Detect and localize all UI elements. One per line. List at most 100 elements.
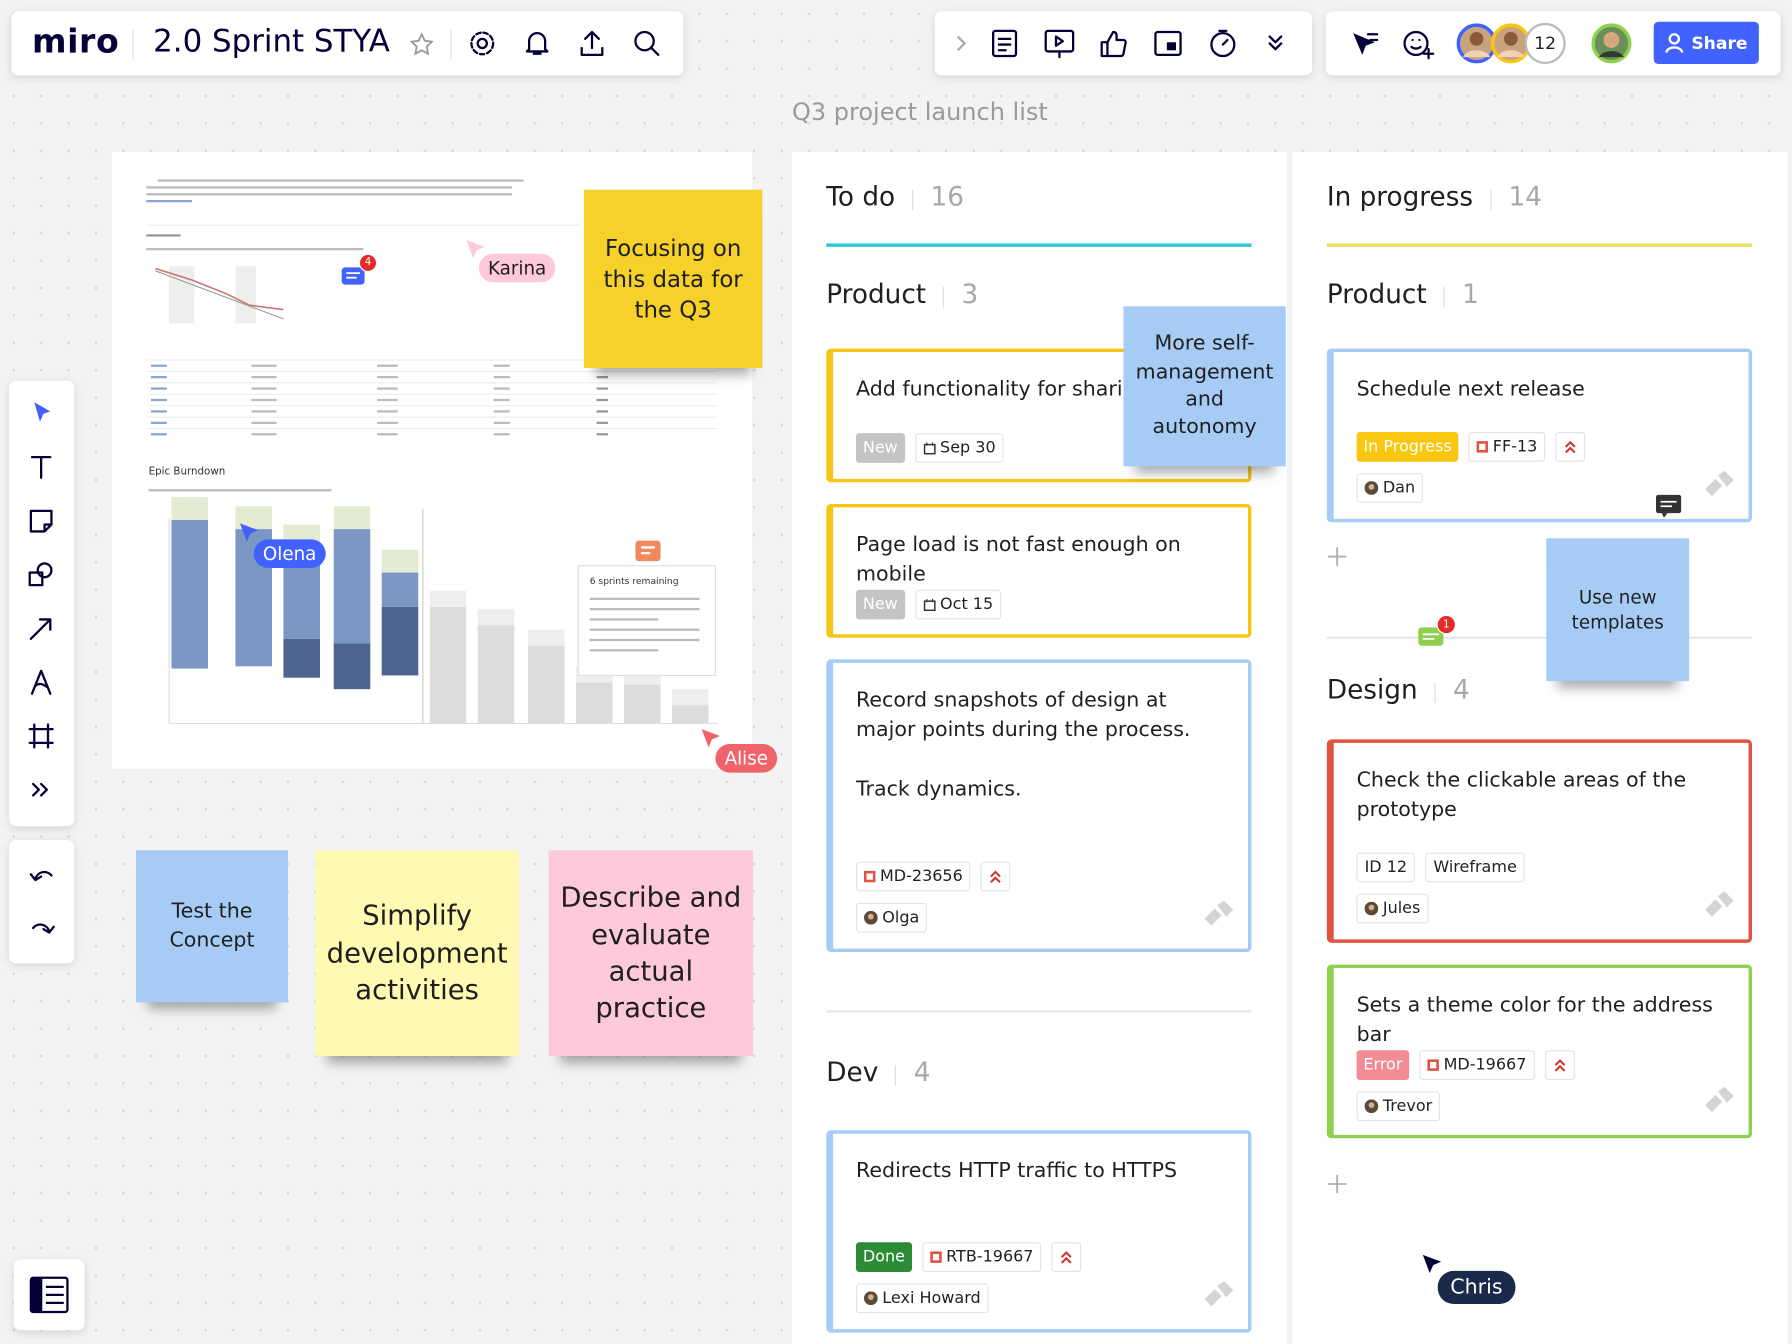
icon-part xyxy=(146,247,364,251)
icon-part xyxy=(341,267,365,285)
sticky-note[interactable]: Test the Concept xyxy=(135,850,288,1003)
card-title: Record snapshots of design at major poin… xyxy=(855,687,1191,742)
kanban-card[interactable]: Redirects HTTP traffic to HTTPS Done RTB-1… xyxy=(826,1130,1252,1333)
comment-icon[interactable] xyxy=(341,266,366,289)
text-tool[interactable] xyxy=(26,453,56,483)
sticky-note[interactable]: More self-management and autonomy xyxy=(1123,306,1286,467)
icon-part xyxy=(1268,35,1283,51)
connector-tool[interactable] xyxy=(26,614,56,644)
kanban-card[interactable]: Check the clickable areas of the prototy… xyxy=(1326,739,1752,943)
notes-button[interactable] xyxy=(990,27,1020,59)
icon-part xyxy=(923,599,936,611)
icon-part xyxy=(527,645,565,724)
priority-icon xyxy=(1554,1059,1565,1072)
cursor-settings-button[interactable] xyxy=(1349,29,1381,59)
search-button[interactable] xyxy=(631,27,663,59)
column-title: Design xyxy=(1326,675,1418,706)
icon-part xyxy=(146,199,192,203)
sticky-tool[interactable] xyxy=(26,506,56,536)
icon-part xyxy=(1368,1102,1375,1108)
jira-icon xyxy=(1705,1086,1734,1112)
issue-key-text: MD-23656 xyxy=(879,867,963,886)
count: 4 xyxy=(1453,675,1470,706)
icon-part xyxy=(1462,50,1491,58)
comment-icon[interactable] xyxy=(1417,626,1444,651)
icon-part xyxy=(1668,32,1680,44)
export-button[interactable] xyxy=(576,27,608,59)
logo[interactable]: miro xyxy=(31,21,120,61)
collaborator-overflow[interactable]: 12 xyxy=(1524,22,1566,64)
kanban-card[interactable]: Record snapshots of design at major poin… xyxy=(826,659,1252,952)
board-name[interactable]: 2.0 Sprint STYA xyxy=(153,23,390,60)
collaborator-avatar[interactable] xyxy=(1490,23,1531,64)
assignee-name: Dan xyxy=(1382,478,1416,498)
sidebar-toggle[interactable] xyxy=(29,1275,70,1314)
sticky-note[interactable]: Simplify development activities xyxy=(315,850,519,1056)
icon-part xyxy=(1100,30,1127,58)
icon-part xyxy=(1403,30,1429,56)
icon-part xyxy=(251,387,277,390)
more-tools[interactable] xyxy=(26,775,56,805)
date-text: Oct 15 xyxy=(940,595,994,614)
undo-button[interactable] xyxy=(27,863,57,888)
more-button[interactable] xyxy=(1264,32,1287,55)
icon-part xyxy=(641,546,655,555)
calendar-icon xyxy=(923,598,936,611)
video-button[interactable] xyxy=(1152,27,1184,59)
notifications-button[interactable] xyxy=(521,27,553,59)
frame-tool[interactable] xyxy=(26,721,56,751)
assignee: Trevor xyxy=(1356,1091,1441,1122)
sticky-note[interactable]: Use new templates xyxy=(1546,538,1690,682)
icon-part xyxy=(493,433,510,436)
icon-part xyxy=(580,30,604,56)
redo-button[interactable] xyxy=(27,915,57,940)
kanban-card[interactable]: Sets a theme color for the address bar Er… xyxy=(1326,964,1752,1139)
add-card-button[interactable] xyxy=(1327,546,1348,567)
my-avatar[interactable] xyxy=(1591,23,1632,64)
pen-tool[interactable] xyxy=(26,667,56,697)
icon-part xyxy=(333,506,371,530)
status-badge: Error xyxy=(1356,1050,1410,1080)
icon-part xyxy=(1565,440,1576,454)
timer-button[interactable] xyxy=(1207,27,1239,59)
frame-title: Q3 project launch list xyxy=(791,98,1048,126)
vote-button[interactable] xyxy=(1097,27,1129,59)
status-badge: Done xyxy=(855,1242,912,1272)
due-date: Sep 30 xyxy=(914,433,1004,463)
shape-tool[interactable] xyxy=(26,560,56,590)
icon-part xyxy=(493,421,510,424)
icon-part xyxy=(150,375,167,379)
icon-part xyxy=(429,606,467,724)
reactions-button[interactable] xyxy=(1401,27,1435,61)
icon-part xyxy=(1705,1086,1734,1112)
column-title: Product xyxy=(1326,280,1427,310)
settings-button[interactable] xyxy=(466,27,498,59)
icon-part xyxy=(148,489,332,492)
kanban-card[interactable]: Page load is not fast enough on mobile Ne… xyxy=(826,503,1252,638)
collaborator-avatar[interactable] xyxy=(1456,23,1497,64)
card-comment-icon[interactable] xyxy=(1655,494,1682,519)
jira-icon xyxy=(1204,900,1234,926)
select-tool[interactable] xyxy=(26,399,56,429)
collapse-button[interactable] xyxy=(953,34,969,52)
cursor-label: Karina xyxy=(478,253,556,283)
icon-part xyxy=(575,682,613,724)
sticky-note[interactable]: Focusing on this data for the Q3 xyxy=(583,189,763,368)
icon-part xyxy=(150,410,167,413)
share-button[interactable]: Share xyxy=(1653,21,1759,64)
icon-part xyxy=(477,625,515,724)
present-button[interactable] xyxy=(1042,27,1076,59)
icon-part xyxy=(589,607,700,611)
comment-badge[interactable]: 4 xyxy=(358,253,378,272)
issue-key-text: RTB-19667 xyxy=(946,1247,1034,1267)
comment-badge[interactable]: 1 xyxy=(1436,614,1456,635)
sticky-note[interactable]: Describe and evaluate actual practice xyxy=(548,850,754,1056)
icon-part xyxy=(1418,38,1421,42)
icon-part xyxy=(150,398,167,402)
kanban-card[interactable]: Schedule next release In Progress FF-13 Dan xyxy=(1326,348,1752,523)
star-button[interactable] xyxy=(409,32,434,57)
add-card-button[interactable] xyxy=(1327,1174,1348,1195)
icon-part xyxy=(150,387,167,390)
icon-part xyxy=(346,272,360,279)
icon-part xyxy=(30,455,52,479)
